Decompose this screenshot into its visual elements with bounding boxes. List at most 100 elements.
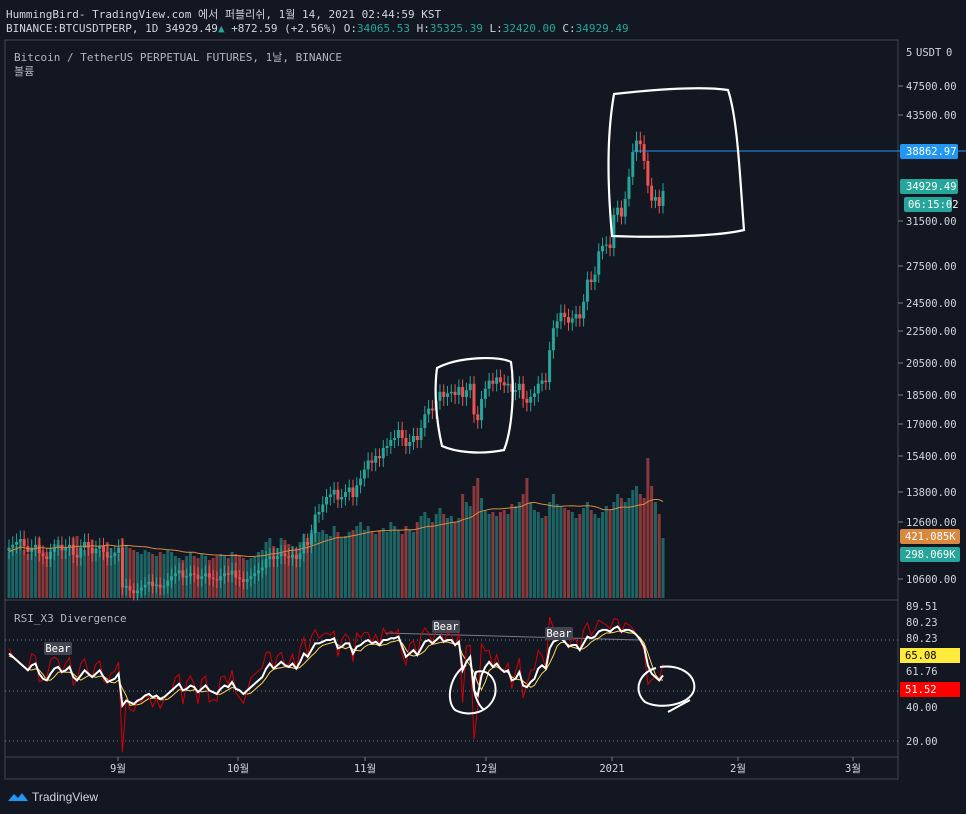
candle <box>627 168 631 207</box>
candle <box>124 578 128 595</box>
last-price-tag-text: 34929.49 <box>906 181 957 193</box>
bear-label-text: Bear <box>45 643 70 655</box>
candle <box>411 427 415 451</box>
volume-bar <box>608 510 612 598</box>
candle <box>30 539 34 561</box>
candle <box>589 271 593 291</box>
volume-bar <box>98 550 102 598</box>
volume-bar <box>18 542 22 598</box>
volume-bar <box>309 530 313 598</box>
bear-label: Bear <box>545 627 573 640</box>
price-tick-label: 18500.00 <box>906 390 957 402</box>
candle <box>623 191 627 225</box>
candle <box>393 429 397 449</box>
candle <box>529 389 533 412</box>
low-value: 32420.00 <box>502 22 556 35</box>
volume-bar <box>544 516 548 598</box>
candle <box>457 379 461 404</box>
volume-bar <box>83 550 87 598</box>
volume-bar <box>597 518 601 598</box>
volume-bar <box>498 512 502 598</box>
candle <box>260 559 264 579</box>
candle <box>230 562 234 583</box>
candle <box>464 382 468 406</box>
volume-bar <box>578 514 582 598</box>
volume-bar <box>427 518 431 598</box>
candle <box>593 266 597 291</box>
candle <box>226 565 230 583</box>
candle <box>517 376 521 399</box>
candle <box>22 530 26 555</box>
hand-drawn-rsi-circle-1[interactable] <box>448 664 497 715</box>
vol-ma-tag-text: 421.085K <box>905 531 956 543</box>
volume-bar <box>268 538 272 598</box>
candle <box>563 304 567 326</box>
candle <box>532 385 536 406</box>
candle <box>536 376 540 403</box>
rsi-divergence-line <box>384 632 641 641</box>
hand-drawn-box-annotation[interactable] <box>607 87 746 238</box>
volume-bar <box>453 522 457 598</box>
candle <box>619 200 623 225</box>
candle <box>400 421 404 447</box>
hand-drawn-rsi-circle-2[interactable] <box>637 665 696 713</box>
volume-bar <box>56 540 60 598</box>
volume-bar <box>491 512 495 598</box>
volume-bar <box>30 552 34 598</box>
tradingview-logo[interactable]: TradingView <box>8 790 98 804</box>
candle <box>642 135 646 170</box>
time-tick-label: 2월 <box>730 763 746 775</box>
candle <box>657 189 661 214</box>
candle <box>86 533 90 556</box>
volume-bar <box>90 540 94 598</box>
volume-bar <box>45 552 49 598</box>
volume-bar <box>67 548 71 598</box>
volume-bar <box>566 510 570 598</box>
last-price-tag <box>900 179 958 194</box>
candle <box>102 537 106 561</box>
candle <box>151 574 155 594</box>
volume-tag <box>900 547 960 562</box>
volume-bar <box>627 498 631 598</box>
volume-bar <box>604 506 608 598</box>
candle <box>147 574 151 593</box>
candle <box>41 545 45 565</box>
price-tick-label: 27500.00 <box>906 261 957 273</box>
volume-bar <box>536 512 540 598</box>
rsi-tick-label: 80.23 <box>906 617 938 629</box>
volume-bar <box>86 546 90 598</box>
vol-ma-tag <box>900 529 960 544</box>
candle <box>631 143 635 185</box>
candle <box>487 372 491 397</box>
volume-bar <box>294 548 298 598</box>
candle <box>646 152 650 194</box>
rsi-yellow-tag <box>900 648 960 663</box>
rsi-legend: RSI_X3 Divergence <box>14 612 127 625</box>
rsi-tick-label: 61.76 <box>906 666 938 678</box>
time-axis[interactable]: 9월 10월 11월 12월 2021 2월 3월 <box>110 757 861 775</box>
candle <box>635 131 639 161</box>
volume-bars <box>7 458 665 598</box>
candle <box>351 479 355 506</box>
candle <box>480 390 484 429</box>
price-tick-label: 10600.00 <box>906 574 957 586</box>
volume-bar <box>377 530 381 598</box>
volume-bar <box>457 518 461 598</box>
hand-drawn-oval-annotation[interactable] <box>434 356 514 454</box>
candle <box>650 177 654 209</box>
rsi-axis[interactable]: 89.51 80.23 80.23 61.76 40.00 20.00 <box>906 601 938 748</box>
volume-bar <box>548 502 552 598</box>
candle <box>222 565 226 584</box>
volume-bar <box>638 494 642 598</box>
price-axis[interactable]: 47500.00 43500.00 31500.00 27500.00 24500.00… <box>898 81 957 586</box>
volume-bar <box>468 506 472 598</box>
volume-bar <box>136 552 140 598</box>
candle <box>211 569 215 587</box>
candle <box>472 376 476 423</box>
rsi-line <box>8 625 664 709</box>
candle <box>502 374 506 394</box>
rsi-yellow-tag-text: 65.08 <box>905 650 937 662</box>
hline-price-tag-text: 38862.97 <box>906 146 957 158</box>
price-tick-label: 24500.00 <box>906 298 957 310</box>
